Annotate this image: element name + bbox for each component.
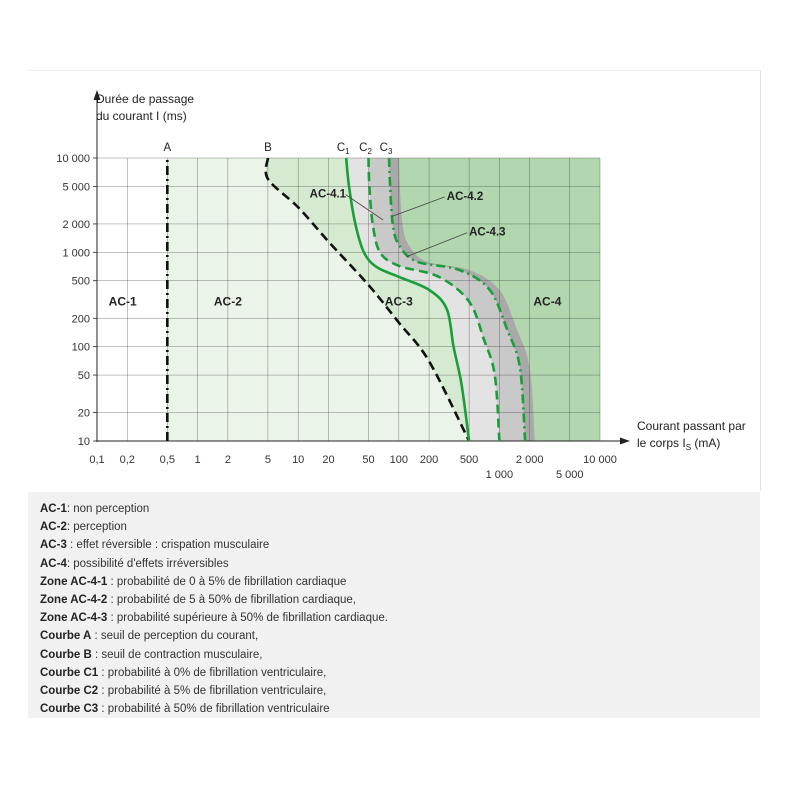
chart-frame xyxy=(28,70,761,491)
legend-key: Courbe C3 xyxy=(40,703,99,716)
x-tick-label: 50 xyxy=(362,454,374,466)
x-tick-label: 0,2 xyxy=(120,454,135,466)
legend-text: : perception xyxy=(66,521,127,534)
legend-item: Zone AC-4-2 : probabilité de 5 à 50% de … xyxy=(40,591,748,609)
legend-item: AC-3 : effet réversible : crispation mus… xyxy=(40,536,748,554)
y-tick-label: 2 000 xyxy=(62,219,90,231)
y-tick-label: 10 xyxy=(78,436,90,448)
zone-ac1-fill xyxy=(97,158,168,441)
x-tick-label: 10 000 xyxy=(583,454,617,466)
x-tick-label-lower: 5 000 xyxy=(556,469,584,481)
legend-text: : probabilité à 5% de fibrillation ventr… xyxy=(98,685,327,698)
legend-item: Courbe C3 : probabilité à 50% de fibrill… xyxy=(40,700,748,718)
legend-key: Courbe A xyxy=(40,630,92,643)
legend-item: AC-2: perception xyxy=(40,518,748,536)
x-tick-label: 200 xyxy=(420,454,438,466)
legend-item: Courbe A : seuil de perception du couran… xyxy=(40,627,748,645)
legend-text: : probabilité supérieure à 50% de fibril… xyxy=(107,612,388,625)
legend-key: AC-2 xyxy=(40,521,67,534)
legend-text: : probabilité de 5 à 50% de fibrillation… xyxy=(107,594,357,607)
callout-line xyxy=(345,194,384,221)
zone-ac2-fill xyxy=(97,158,470,441)
zone-label-ac-4-2: AC-4.2 xyxy=(447,191,483,203)
legend-item: Courbe C2 : probabilité à 5% de fibrilla… xyxy=(40,682,748,700)
x-tick-label: 0,1 xyxy=(89,454,104,466)
legend-item: Courbe C1 : probabilité à 0% de fibrilla… xyxy=(40,664,748,682)
legend-key: Zone AC-4-2 xyxy=(40,594,108,607)
legend-key: Zone AC-4-1 xyxy=(40,575,108,588)
y-tick-label: 1 000 xyxy=(62,247,90,259)
zone-label-ac-4-3: AC-4.3 xyxy=(469,227,505,239)
y-axis-title: Durée de passage du courant I (ms) xyxy=(96,92,194,123)
curve-c2 xyxy=(367,157,501,442)
curve-c1 xyxy=(344,157,471,442)
x-tick-label: 500 xyxy=(460,454,478,466)
legend-key: Courbe C2 xyxy=(40,685,99,698)
curve-label-a: A xyxy=(163,142,171,154)
legend-item: Courbe B : seuil de contraction musculai… xyxy=(40,646,748,664)
curve-label-b: B xyxy=(264,142,272,154)
x-tick-label: 100 xyxy=(390,454,408,466)
x-axis-arrow xyxy=(620,437,630,445)
legend-item: AC-4: possibilité d'effets irréversibles xyxy=(40,555,748,573)
grid xyxy=(96,157,601,442)
legend-key: AC-4 xyxy=(40,557,67,570)
y-axis-arrow xyxy=(93,90,101,100)
x-tick-label: 2 000 xyxy=(516,454,544,466)
y-tick-label: 100 xyxy=(72,342,90,354)
y-tick-label: 500 xyxy=(72,276,90,288)
y-tick-label: 20 xyxy=(78,408,90,420)
zone-label-ac-4: AC-4 xyxy=(533,295,561,309)
curve-b xyxy=(264,157,471,442)
zone-label-ac-4-1: AC-4.1 xyxy=(310,189,347,201)
zone-fills xyxy=(97,158,600,441)
y-tick-label: 50 xyxy=(78,370,90,382)
curve-label-c2: C2 xyxy=(359,142,372,156)
curve-label-c1: C1 xyxy=(337,142,350,156)
zone-label-ac-1: AC-1 xyxy=(109,295,137,309)
x-tick-label: 20 xyxy=(322,454,334,466)
legend-key: AC-1 xyxy=(40,503,67,515)
y-tick-label: 10 000 xyxy=(56,153,90,165)
callout-line xyxy=(391,196,445,217)
y-tick-label: 200 xyxy=(72,313,90,325)
legend-text: : probabilité à 0% de fibrillation ventr… xyxy=(98,666,327,679)
curve-c3 xyxy=(387,157,527,442)
legend-text: : non perception xyxy=(66,503,150,515)
x-tick-label: 10 xyxy=(292,454,304,466)
x-tick-label: 1 xyxy=(195,454,201,466)
zone-label-ac-2: AC-2 xyxy=(214,295,242,309)
callout-line xyxy=(406,232,468,258)
legend-text: : probabilité de 0 à 5% de fibrillation … xyxy=(107,575,347,588)
y-tick-label: 5 000 xyxy=(62,181,90,193)
legend-text: : seuil de contraction musculaire, xyxy=(91,648,263,661)
legend-text: : probabilité à 50% de fibrillation vent… xyxy=(98,703,330,716)
x-tick-label: 2 xyxy=(225,454,231,466)
x-tick-label-lower: 1 000 xyxy=(486,469,514,481)
zone-label-ac-3: AC-3 xyxy=(385,295,413,309)
legend-key: Zone AC-4-3 xyxy=(40,612,108,625)
legend-item: Zone AC-4-3 : probabilité supérieure à 5… xyxy=(40,609,748,627)
legend-key: Courbe B xyxy=(40,648,92,661)
legend-text: : seuil de perception du courant, xyxy=(91,630,259,643)
legend-key: Courbe C1 xyxy=(40,666,99,679)
legend-item: AC-1: non perception xyxy=(40,500,748,518)
curve-label-c3: C3 xyxy=(380,142,393,156)
x-axis-title: Courant passant par le corps IS (mA) xyxy=(637,419,746,452)
legend-key: AC-3 xyxy=(40,539,67,552)
legend-text: : effet réversible : crispation musculai… xyxy=(66,539,270,552)
legend-item: Zone AC-4-1 : probabilité de 0 à 5% de f… xyxy=(40,573,748,591)
legend-panel: AC-1: non perception AC-2: perception AC-3… xyxy=(28,492,760,718)
legend-text: : possibilité d'effets irréversibles xyxy=(66,557,229,570)
x-tick-label: 0,5 xyxy=(160,454,175,466)
x-tick-label: 5 xyxy=(265,454,271,466)
